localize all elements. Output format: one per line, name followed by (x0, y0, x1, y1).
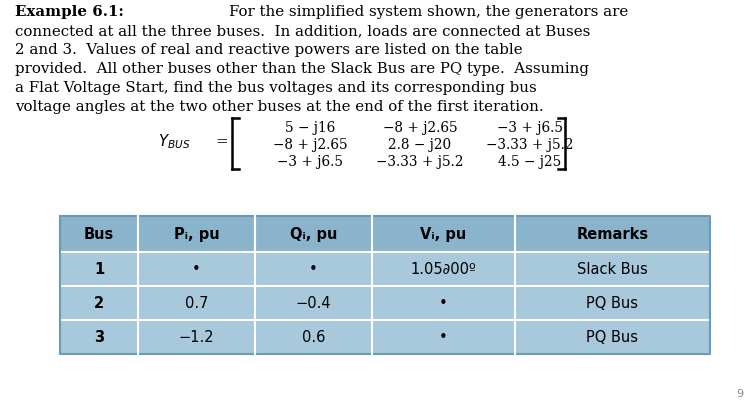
Bar (372, 217, 515, 252)
Text: −3 + j6.5: −3 + j6.5 (277, 155, 343, 168)
Text: 2 and 3.  Values of real and reactive powers are listed on the table: 2 and 3. Values of real and reactive pow… (15, 43, 523, 57)
Text: 5 − j16: 5 − j16 (285, 121, 335, 135)
Text: For the simplified system shown, the generators are: For the simplified system shown, the gen… (214, 5, 628, 19)
Text: −8 + j2.65: −8 + j2.65 (382, 121, 458, 135)
Text: Pᵢ, pu: Pᵢ, pu (174, 227, 219, 242)
Bar (60, 320, 138, 354)
Bar (138, 320, 255, 354)
Bar (515, 286, 710, 320)
Bar (138, 217, 255, 252)
Text: Bus: Bus (84, 227, 114, 242)
Bar (60, 286, 138, 320)
Text: 3: 3 (94, 330, 104, 344)
Text: −0.4: −0.4 (296, 296, 332, 311)
Text: Remarks: Remarks (577, 227, 649, 242)
Bar (138, 252, 255, 286)
Text: connected at all the three buses.  In addition, loads are connected at Buses: connected at all the three buses. In add… (15, 24, 590, 38)
Bar (138, 286, 255, 320)
Text: •: • (192, 262, 201, 277)
Text: •: • (440, 296, 448, 311)
Bar (372, 286, 515, 320)
Bar (60, 217, 138, 252)
Text: Slack Bus: Slack Bus (578, 262, 648, 277)
Text: 4.5 − j25: 4.5 − j25 (498, 155, 562, 168)
Bar (515, 217, 710, 252)
Text: PQ Bus: PQ Bus (586, 330, 638, 344)
Text: Vᵢ, pu: Vᵢ, pu (420, 227, 466, 242)
Bar (255, 320, 372, 354)
Text: Example 6.1:: Example 6.1: (15, 5, 124, 19)
Bar (515, 320, 710, 354)
Text: 1: 1 (94, 262, 104, 277)
Text: −3.33 + j5.2: −3.33 + j5.2 (486, 138, 574, 152)
Text: a Flat Voltage Start, find the bus voltages and its corresponding bus: a Flat Voltage Start, find the bus volta… (15, 81, 537, 95)
Text: 0.6: 0.6 (302, 330, 326, 344)
Bar (60, 252, 138, 286)
Text: PQ Bus: PQ Bus (586, 296, 638, 311)
Bar (372, 252, 515, 286)
Bar (255, 217, 372, 252)
Text: Qᵢ, pu: Qᵢ, pu (290, 227, 338, 242)
Text: 1.05∂00º: 1.05∂00º (410, 262, 476, 277)
Text: •: • (440, 330, 448, 344)
Text: provided.  All other buses other than the Slack Bus are PQ type.  Assuming: provided. All other buses other than the… (15, 62, 589, 76)
Text: −3.33 + j5.2: −3.33 + j5.2 (376, 155, 464, 168)
Bar (372, 320, 515, 354)
Bar (255, 252, 372, 286)
Text: =: = (215, 135, 228, 149)
Text: voltage angles at the two other buses at the end of the first iteration.: voltage angles at the two other buses at… (15, 100, 544, 114)
Text: $Y_{BUS}$: $Y_{BUS}$ (158, 132, 190, 151)
Text: −3 + j6.5: −3 + j6.5 (497, 121, 563, 135)
Text: 2: 2 (94, 296, 104, 311)
Text: 9: 9 (736, 388, 743, 398)
Text: •: • (309, 262, 318, 277)
Bar (515, 252, 710, 286)
Text: 0.7: 0.7 (184, 296, 209, 311)
Bar (255, 286, 372, 320)
Text: −8 + j2.65: −8 + j2.65 (273, 138, 347, 152)
Text: −1.2: −1.2 (178, 330, 214, 344)
Text: 2.8 − j20: 2.8 − j20 (388, 138, 452, 152)
